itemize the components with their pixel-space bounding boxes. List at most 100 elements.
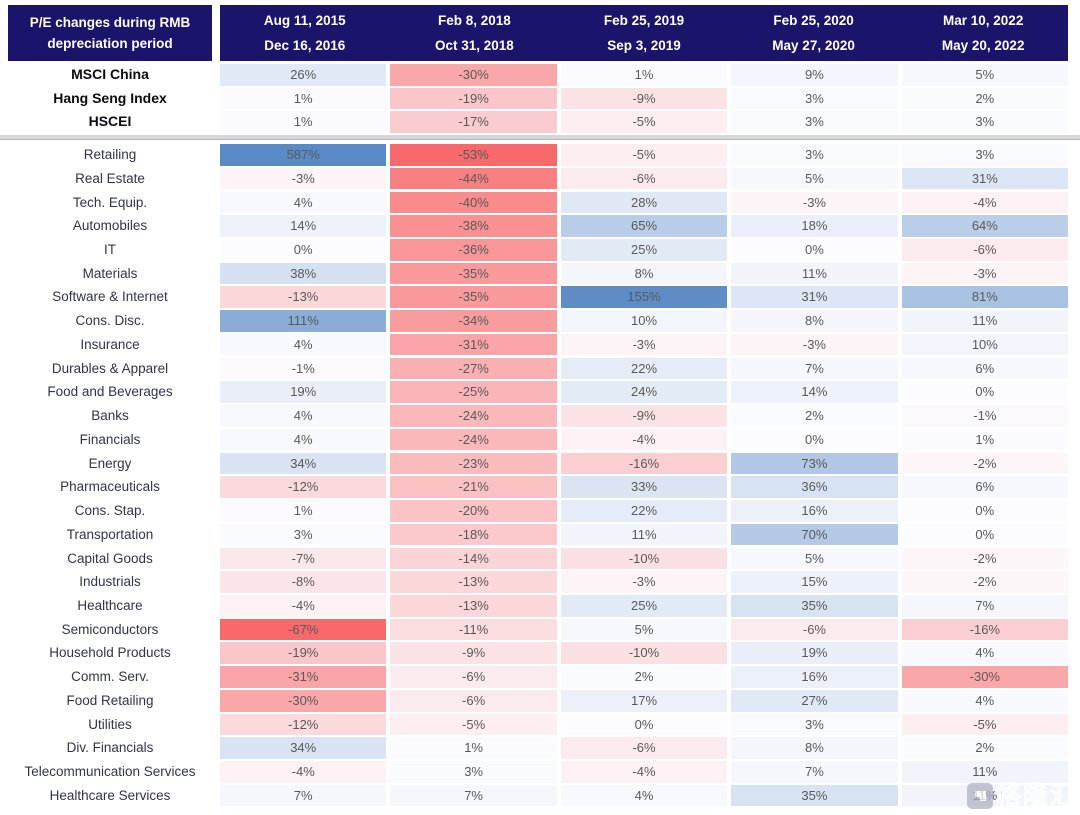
row-label: Real Estate <box>75 170 145 186</box>
value-cell: 3% <box>901 111 1069 133</box>
value-cell: -44% <box>390 167 557 190</box>
row-values: 14% -38% 65% 18% 64% <box>220 215 1069 237</box>
value-cell: 33% <box>560 476 728 498</box>
value-cell: 5% <box>560 618 728 641</box>
value-cell: -7% <box>220 547 387 570</box>
value-cell: -3% <box>901 262 1069 285</box>
value-cell: 0% <box>220 239 387 261</box>
period-end: Oct 31, 2018 <box>434 37 514 53</box>
value-cell: 3% <box>731 111 898 133</box>
table-title-line2: depreciation period <box>47 36 173 51</box>
row-label: Materials <box>82 265 138 281</box>
value-cell: 3% <box>731 87 898 110</box>
row-label: Household Products <box>49 645 171 661</box>
value-cell: -30% <box>220 689 387 712</box>
period-start: Feb 25, 2019 <box>603 13 685 28</box>
row-values: -30% -6% 17% 27% 4% <box>220 689 1069 712</box>
sector-row: Transportation 3% -18% 11% 70% 0% <box>8 523 1069 546</box>
value-cell: 155% <box>560 286 728 309</box>
value-cell: 31% <box>731 286 898 309</box>
row-label: Tech. Equip. <box>72 194 148 210</box>
row-values: 0% -36% 25% 0% -6% <box>220 239 1069 261</box>
value-cell: -4% <box>560 761 728 783</box>
value-cell: 7% <box>731 761 898 783</box>
row-label: Durables & Apparel <box>51 360 169 376</box>
value-cell: 11% <box>560 523 728 546</box>
value-cell: 3% <box>731 144 898 166</box>
period-end: May 27, 2020 <box>772 37 855 53</box>
value-cell: -3% <box>560 333 728 356</box>
value-cell: 11% <box>901 761 1069 783</box>
value-cell: -31% <box>390 333 557 356</box>
value-cell: 16% <box>731 500 898 522</box>
value-cell: -3% <box>560 571 728 593</box>
row-values: 1% -17% -5% 3% 3% <box>220 111 1069 133</box>
value-cell: 11% <box>901 784 1069 807</box>
value-cell: 38% <box>220 262 387 285</box>
value-cell: 587% <box>220 144 387 166</box>
row-label: Food and Beverages <box>47 384 173 400</box>
value-cell: 8% <box>560 262 728 285</box>
sector-row: Materials 38% -35% 8% 11% -3% <box>8 262 1069 285</box>
value-cell: 2% <box>901 737 1069 759</box>
row-label: Healthcare <box>77 598 143 614</box>
value-cell: -3% <box>731 191 898 214</box>
value-cell: -20% <box>390 500 557 522</box>
row-label: MSCI China <box>71 66 149 82</box>
sector-row: Industrials -8% -13% -3% 15% -2% <box>8 571 1069 593</box>
row-values: 4% -31% -3% -3% 10% <box>220 333 1069 356</box>
value-cell: -4% <box>901 191 1069 214</box>
value-cell: 0% <box>901 500 1069 522</box>
sector-row: Automobiles 14% -38% 65% 18% 64% <box>8 215 1069 237</box>
sector-row: Banks 4% -24% -9% 2% -1% <box>8 405 1069 427</box>
value-cell: 18% <box>731 215 898 237</box>
value-cell: -6% <box>390 666 557 688</box>
row-label: Financials <box>79 431 141 447</box>
value-cell: -4% <box>560 428 728 451</box>
value-cell: -30% <box>901 666 1069 688</box>
period-start: Aug 11, 2015 <box>263 13 346 28</box>
value-cell: 0% <box>560 713 728 736</box>
row-label: Food Retailing <box>66 692 154 708</box>
value-cell: -27% <box>390 357 557 380</box>
value-cell: 25% <box>560 595 728 617</box>
sector-row: Household Products -19% -9% -10% 19% 4% <box>8 642 1069 665</box>
value-cell: 26% <box>220 64 387 86</box>
row-label: Industrials <box>79 574 141 590</box>
row-label: Capital Goods <box>67 550 153 566</box>
value-cell: -14% <box>390 547 557 570</box>
table-header: P/E changes during RMB depreciation peri… <box>8 5 1068 61</box>
value-cell: -19% <box>220 642 387 665</box>
row-values: 34% -23% -16% 73% -2% <box>220 452 1069 475</box>
row-values: 1% -20% 22% 16% 0% <box>220 500 1069 522</box>
value-cell: 4% <box>901 689 1069 712</box>
sector-rows-section: Retailing 587% -53% -5% 3% 3% Real Estate -3% -4… <box>8 144 1069 807</box>
sector-row: Insurance 4% -31% -3% -3% 10% <box>8 333 1069 356</box>
row-values: 4% -24% -9% 2% -1% <box>220 405 1069 427</box>
period-header-5: Mar 10, 2022 May 20, 2022 <box>898 5 1068 61</box>
value-cell: 0% <box>901 381 1069 403</box>
value-cell: 9% <box>731 64 898 86</box>
value-cell: 1% <box>390 737 557 759</box>
value-cell: -5% <box>560 111 728 133</box>
value-cell: 4% <box>901 642 1069 665</box>
row-label: Insurance <box>80 336 140 352</box>
value-cell: 6% <box>901 357 1069 380</box>
row-values: -13% -35% 155% 31% 81% <box>220 286 1069 309</box>
period-headers: Aug 11, 2015 Dec 16, 2016 Feb 8, 2018 Oc… <box>220 5 1068 61</box>
value-cell: -34% <box>390 310 557 332</box>
value-cell: 5% <box>901 64 1069 86</box>
index-row: MSCI China 26% -30% 1% 9% 5% <box>8 64 1069 86</box>
row-values: 4% -24% -4% 0% 1% <box>220 428 1069 451</box>
value-cell: -17% <box>390 111 557 133</box>
value-cell: 2% <box>901 87 1069 110</box>
value-cell: 1% <box>901 428 1069 451</box>
row-values: -31% -6% 2% 16% -30% <box>220 666 1069 688</box>
sector-row: Div. Financials 34% 1% -6% 8% 2% <box>8 737 1069 759</box>
value-cell: 7% <box>390 784 557 807</box>
row-label: Pharmaceuticals <box>60 479 160 495</box>
value-cell: 7% <box>731 357 898 380</box>
value-cell: -6% <box>731 618 898 641</box>
value-cell: -16% <box>901 618 1069 641</box>
value-cell: 0% <box>731 239 898 261</box>
